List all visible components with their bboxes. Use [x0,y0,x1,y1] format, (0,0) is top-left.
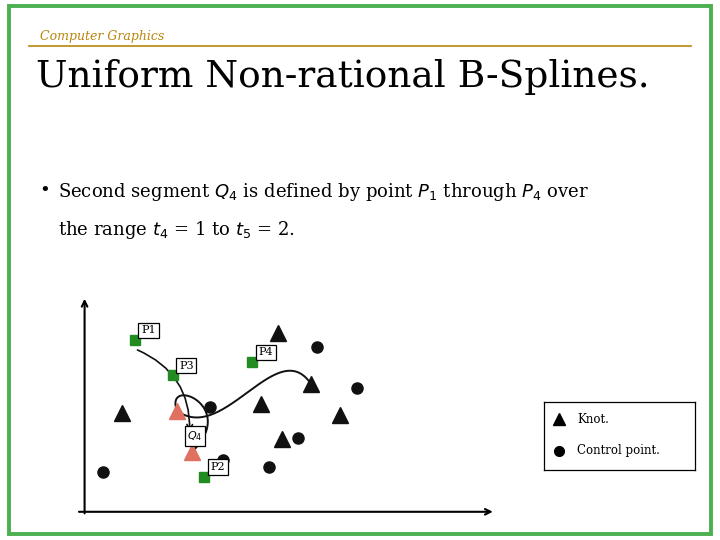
Text: P1: P1 [141,326,156,335]
Text: Second segment $Q_4$ is defined by point $P_1$ through $P_4$ over: Second segment $Q_4$ is defined by point… [58,181,588,203]
Text: Uniform Non-rational B-Splines.: Uniform Non-rational B-Splines. [36,59,649,96]
Text: Computer Graphics: Computer Graphics [40,30,164,43]
Text: •: • [40,181,50,199]
Text: P4: P4 [258,347,274,357]
Text: Control point.: Control point. [577,444,660,457]
Text: P2: P2 [210,462,225,472]
Text: the range $t_4$ = 1 to $t_5$ = 2.: the range $t_4$ = 1 to $t_5$ = 2. [58,219,294,241]
Text: $Q_4$: $Q_4$ [187,429,202,443]
Text: P3: P3 [179,361,194,370]
Text: Knot.: Knot. [577,413,608,426]
